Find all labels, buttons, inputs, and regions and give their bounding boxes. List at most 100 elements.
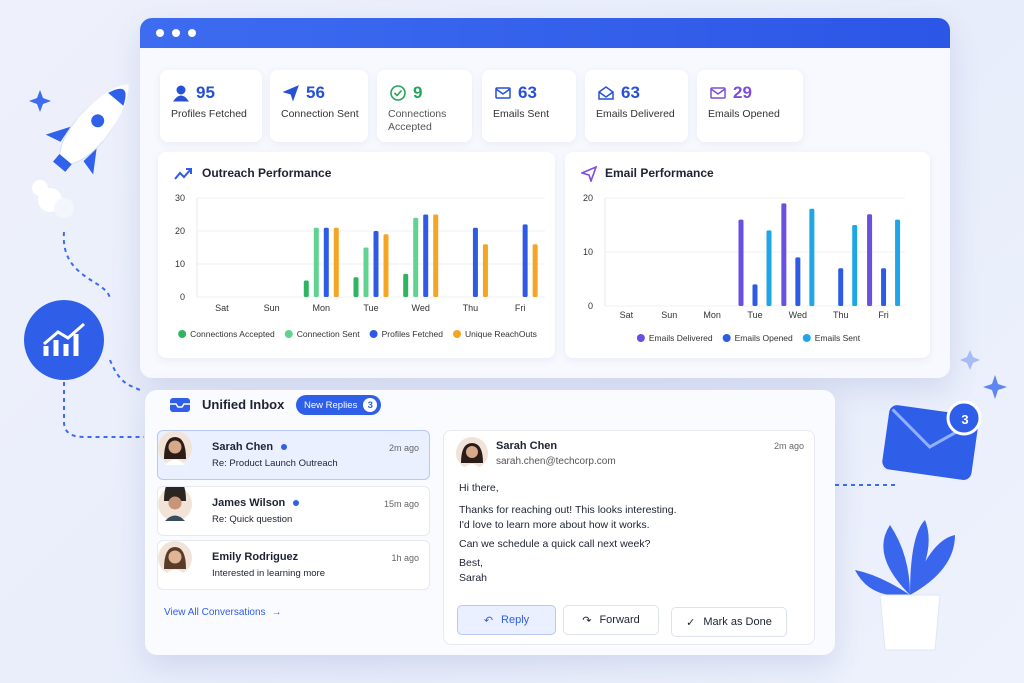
bar <box>373 231 379 297</box>
legend-swatch <box>284 330 293 338</box>
conversation-time: 2m ago <box>388 443 419 453</box>
inbox-icon <box>170 398 190 412</box>
bar <box>895 219 901 306</box>
bar <box>867 214 873 306</box>
stat-icon <box>598 86 614 100</box>
stat-card: 29 Emails Opened <box>697 70 803 142</box>
bar <box>413 217 419 297</box>
conversation-item[interactable]: Emily Rodriguez Interested in learning mo… <box>157 540 430 590</box>
bar <box>303 280 309 297</box>
window-dot <box>188 29 196 37</box>
stat-icon <box>710 87 726 99</box>
conversation-subject: Interested in learning more <box>212 568 326 579</box>
bar <box>403 273 409 297</box>
stat-label: Connection Sent <box>281 108 359 120</box>
message-line: Sarah <box>459 572 488 584</box>
chart: 0 10 20 Sat Sun Mon Tue Wed Thu Fri Emails Deliver… <box>583 193 905 343</box>
chart-panel: Email Performance 0 10 20 Sat Sun Mon Tue Wed Th… <box>565 152 930 358</box>
badge-count: 3 <box>363 398 378 412</box>
bar <box>852 225 858 306</box>
button-label: Forward <box>599 614 640 626</box>
inbox-panel: Unified Inbox New Replies 3 View All Con… <box>145 390 835 655</box>
conversation-subject: Re: Quick question <box>212 514 293 525</box>
y-tick-label: 20 <box>175 226 185 236</box>
legend-swatch <box>722 334 731 342</box>
avatar <box>158 431 192 465</box>
stat-card: 63 Emails Delivered <box>585 70 688 142</box>
bar <box>363 247 369 297</box>
bar <box>522 224 528 297</box>
reply-button[interactable]: ↶ Reply <box>457 605 556 635</box>
bar <box>781 203 787 306</box>
legend-label: Connection Sent <box>297 329 360 339</box>
conversation-item[interactable]: Sarah Chen Re: Product Launch Outreach 2m … <box>157 430 430 480</box>
message-line: Thanks for reaching out! This looks inte… <box>459 504 677 516</box>
stat-value: 56 <box>306 83 325 102</box>
stat-label: Emails Delivered <box>596 108 675 120</box>
stat-icon <box>495 87 511 99</box>
y-tick-label: 0 <box>588 301 593 311</box>
x-tick-label: Fri <box>878 310 889 320</box>
badge-label: New Replies <box>304 399 358 411</box>
message-line: Hi there, <box>459 482 499 494</box>
bar <box>433 214 439 297</box>
legend-label: Emails Sent <box>815 333 861 343</box>
view-all-link[interactable]: View All Conversations → <box>164 607 282 618</box>
done-button[interactable]: ✓ Mark as Done <box>671 607 787 637</box>
x-tick-label: Thu <box>833 310 849 320</box>
reply-icon: ↶ <box>483 614 494 627</box>
stat-label: Emails Opened <box>708 108 780 120</box>
y-tick-label: 10 <box>175 259 185 269</box>
y-tick-label: 20 <box>583 193 593 203</box>
stat-value: 63 <box>621 83 640 102</box>
bar <box>313 227 319 297</box>
forward-button[interactable]: ↷ Forward <box>563 605 659 635</box>
contact-name: Sarah Chen <box>212 441 288 453</box>
bar <box>809 208 815 306</box>
stat-icon <box>390 85 406 101</box>
chart-title: Outreach Performance <box>202 166 332 180</box>
message-time: 2m ago <box>773 441 804 451</box>
conversation-item[interactable]: James Wilson Re: Quick question 15m ago <box>157 479 430 536</box>
decor-left <box>24 84 144 438</box>
legend-swatch <box>369 330 378 338</box>
x-tick-label: Fri <box>515 303 526 313</box>
new-replies-badge[interactable]: New Replies 3 <box>296 395 382 415</box>
sender-email: sarah.chen@techcorp.com <box>496 456 616 467</box>
unread-dot <box>281 444 288 451</box>
bar <box>333 227 339 297</box>
y-tick-label: 30 <box>175 193 185 203</box>
x-tick-label: Tue <box>747 310 762 320</box>
legend-label: Emails Delivered <box>649 333 713 343</box>
x-tick-label: Mon <box>313 303 331 313</box>
bar <box>323 227 329 297</box>
legend-swatch <box>802 334 811 342</box>
bar <box>881 268 887 306</box>
link-text: View All Conversations <box>164 607 266 618</box>
stat-label: Profiles Fetched <box>171 108 247 120</box>
bar <box>532 244 538 297</box>
send-icon <box>581 166 597 182</box>
stat-value: 29 <box>733 83 752 102</box>
x-tick-label: Sat <box>620 310 634 320</box>
dashboard-window: Outreach Performance 0 10 20 30 Sat Sun Mon Tue… <box>140 18 950 378</box>
bar <box>752 284 758 306</box>
message-line: Best, <box>459 557 483 569</box>
bar <box>383 234 389 297</box>
stat-value: 63 <box>518 83 537 102</box>
legend-label: Profiles Fetched <box>382 329 444 339</box>
x-tick-label: Thu <box>463 303 479 313</box>
forward-icon: ↷ <box>582 614 592 627</box>
stat-card: 9 Connections Accepted <box>377 70 472 142</box>
conversation-subject: Re: Product Launch Outreach <box>212 458 338 469</box>
avatar <box>456 437 488 469</box>
stat-value: 9 <box>413 83 423 102</box>
legend-label: Connections Accepted <box>190 329 275 339</box>
message-line: I'd love to learn more about how it work… <box>459 519 650 531</box>
avatar <box>158 479 192 521</box>
stat-label: Emails Sent <box>493 108 550 120</box>
conversation-time: 15m ago <box>383 499 419 509</box>
stat-label: Connections Accepted <box>388 108 447 133</box>
bar <box>738 219 744 306</box>
